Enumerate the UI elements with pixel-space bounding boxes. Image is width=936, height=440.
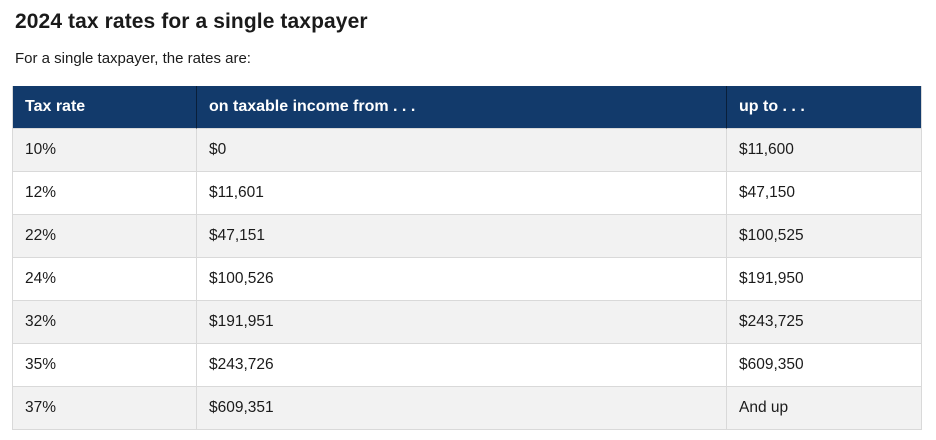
table-header-row: Tax rate on taxable income from . . . up t… [12,86,922,128]
table-row: 32% $191,951 $243,725 [12,299,922,343]
table-cell: $11,601 [196,170,727,214]
table-cell: $243,726 [196,342,727,386]
table-row: 37% $609,351 And up [12,385,922,429]
table-row: 35% $243,726 $609,350 [12,342,922,386]
table-cell: $609,351 [196,385,727,429]
table-cell: 24% [12,256,197,300]
table-row: 10% $0 $11,600 [12,127,922,171]
table-row: 22% $47,151 $100,525 [12,213,922,257]
table-cell: $47,150 [726,170,922,214]
table-cell: 22% [12,213,197,257]
table-cell: $609,350 [726,342,922,386]
table-cell: 12% [12,170,197,214]
table-cell: $191,951 [196,299,727,343]
table-cell: $11,600 [726,127,922,171]
table-cell: $243,725 [726,299,922,343]
tax-rates-table: Tax rate on taxable income from . . . up t… [12,86,922,430]
table-row: 12% $11,601 $47,150 [12,170,922,214]
page-subtitle: For a single taxpayer, the rates are: [15,50,251,67]
table-cell: And up [726,385,922,429]
table-cell: 37% [12,385,197,429]
tax-table-body: 10% $0 $11,600 12% $11,601 $47,150 22% $47,151 $… [12,127,922,429]
table-header: Tax rate on taxable income from . . . up t… [12,86,922,128]
table-cell: 35% [12,342,197,386]
table-row: 24% $100,526 $191,950 [12,256,922,300]
column-header: up to . . . [726,86,922,128]
table-cell: $100,525 [726,213,922,257]
table-cell: $100,526 [196,256,727,300]
column-header: Tax rate [12,86,197,128]
table-cell: $191,950 [726,256,922,300]
table-cell: 32% [12,299,197,343]
column-header: on taxable income from . . . [196,86,727,128]
table-cell: 10% [12,127,197,171]
table-cell: $47,151 [196,213,727,257]
page-title: 2024 tax rates for a single taxpayer [15,10,368,33]
table-cell: $0 [196,127,727,171]
